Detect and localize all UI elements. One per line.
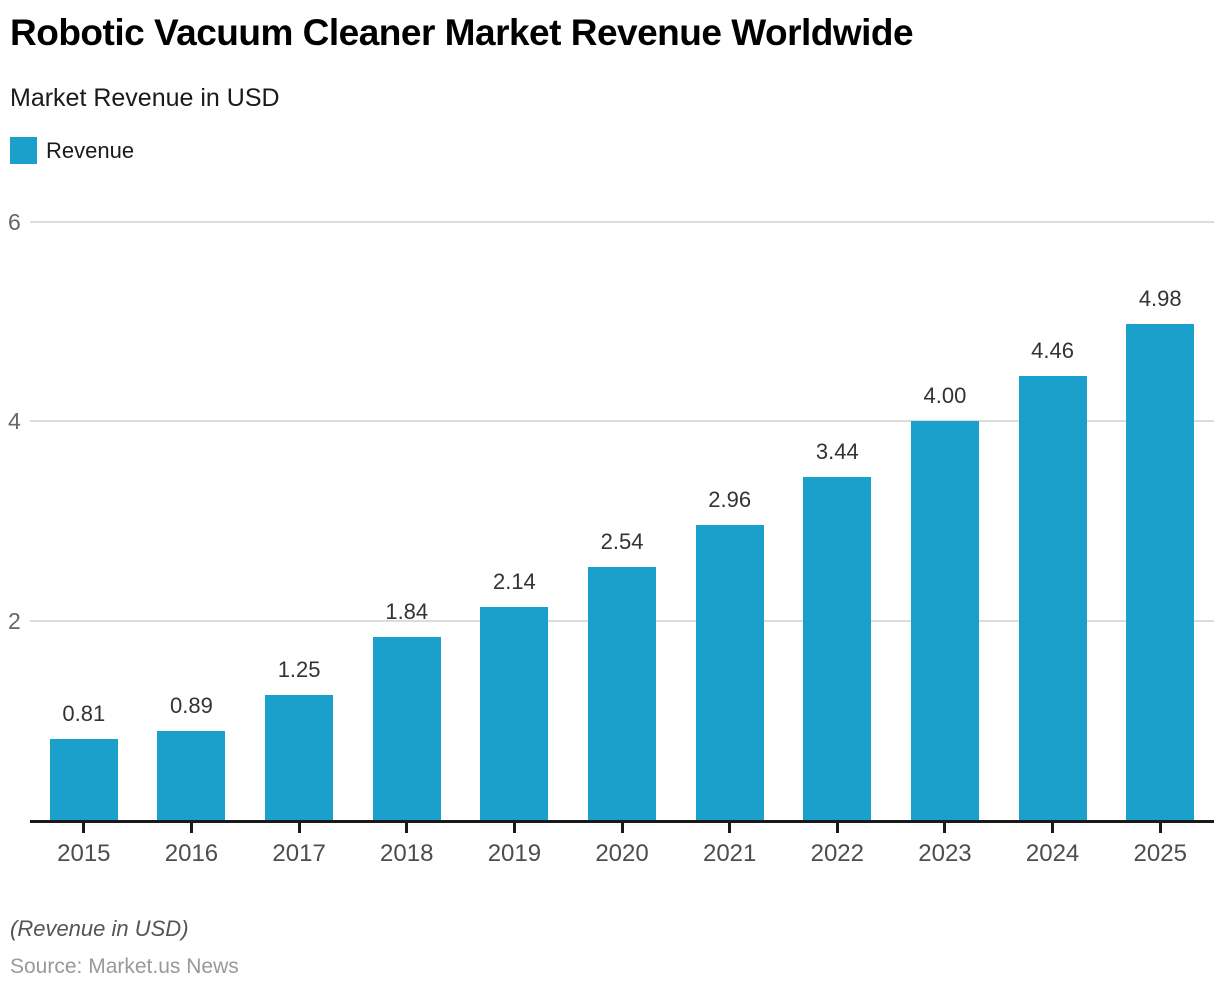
x-axis: 2015 2016 2017 2018 2019 2020 2021 2022 2023 2024…	[30, 823, 1214, 868]
x-axis-slot: 2015	[30, 823, 138, 868]
x-axis-slot: 2018	[353, 823, 461, 868]
y-axis-labels: 2 4 6	[8, 209, 28, 820]
chart-title: Robotic Vacuum Cleaner Market Revenue Wo…	[10, 12, 914, 53]
source-credit: Source: Market.us News	[10, 955, 239, 978]
x-axis-label: 2016	[164, 840, 219, 867]
bar	[372, 636, 441, 820]
x-axis-tick	[189, 823, 193, 833]
x-axis-label: 2025	[1133, 840, 1187, 867]
bar	[910, 421, 979, 820]
y-axis-tick-label: 6	[8, 209, 21, 235]
bar-value-label: 2.96	[708, 487, 752, 512]
bar	[49, 739, 118, 820]
x-axis-tick	[1051, 823, 1055, 833]
x-axis-label: 2020	[595, 840, 649, 867]
legend-swatch	[10, 137, 37, 164]
bar-value-label: 1.25	[277, 657, 321, 683]
x-axis-tick	[620, 823, 624, 833]
gridline	[30, 420, 1214, 423]
gridline	[30, 221, 1214, 223]
x-axis-tick	[512, 823, 516, 833]
bar	[480, 606, 549, 820]
x-axis-label: 2018	[380, 840, 434, 867]
x-axis-label: 2019	[487, 840, 542, 867]
x-axis-tick	[405, 823, 409, 833]
bar-slot: 1.84	[353, 222, 461, 820]
unit-note: (Revenue in USD)	[10, 916, 189, 941]
bar-slot: 2.96	[676, 222, 784, 820]
bar-slot: 0.81	[30, 222, 138, 820]
x-axis-slot: 2017	[245, 823, 353, 868]
legend-label: Revenue	[46, 137, 135, 163]
x-axis-tick	[1158, 823, 1162, 833]
x-axis-label: 2023	[918, 840, 972, 867]
bar-value-label: 2.14	[492, 568, 536, 594]
x-axis-slot: 2025	[1106, 823, 1214, 868]
bar-value-label: 2.54	[600, 528, 644, 554]
x-axis-slot: 2023	[891, 823, 999, 868]
x-axis-slot: 2016	[138, 823, 246, 868]
plot-area: 0.81 0.89 1.25 1.84 2.14 2.54 2.96 3.44 4.00 4.46…	[30, 221, 1214, 823]
x-axis-slot: 2019	[461, 823, 569, 868]
y-axis-tick-label: 4	[8, 408, 21, 435]
bar-value-label: 3.44	[815, 439, 859, 465]
bar	[1018, 375, 1087, 820]
bar	[265, 695, 334, 820]
x-axis-label: 2015	[57, 840, 111, 867]
bar-slot: 4.46	[999, 222, 1107, 820]
bar-slot: 4.98	[1106, 222, 1214, 820]
bar-slot: 4.00	[891, 222, 999, 820]
x-axis-slot: 2022	[783, 823, 891, 868]
bar	[695, 525, 764, 820]
bar-value-label: 1.84	[385, 598, 429, 624]
x-axis-label: 2017	[272, 840, 326, 867]
bar	[1126, 323, 1195, 820]
chart-subtitle: Market Revenue in USD	[10, 84, 280, 112]
y-axis-tick-label: 2	[8, 607, 21, 634]
x-axis-tick	[835, 823, 839, 833]
x-axis-label: 2021	[702, 840, 757, 867]
bar-value-label: 4.46	[1031, 337, 1074, 363]
x-axis-label: 2024	[1025, 840, 1080, 867]
bar-slot: 2.14	[461, 222, 569, 820]
bar-slot: 0.89	[138, 222, 246, 820]
x-axis-tick	[82, 823, 86, 833]
bar-slot: 2.54	[568, 222, 676, 820]
x-axis-tick	[943, 823, 947, 833]
x-axis-slot: 2021	[676, 823, 784, 868]
bar-value-label: 4.00	[923, 383, 967, 409]
x-axis-tick	[728, 823, 732, 833]
bar	[157, 731, 226, 820]
bar	[803, 477, 872, 820]
bar	[588, 566, 657, 820]
bar-value-label: 4.98	[1138, 285, 1182, 311]
x-axis-slot: 2020	[568, 823, 676, 868]
bar-slot: 3.44	[783, 222, 891, 820]
bar-value-label: 0.81	[62, 701, 106, 727]
bar-value-label: 0.89	[170, 693, 213, 719]
x-axis-tick	[297, 823, 301, 833]
x-axis-slot: 2024	[999, 823, 1107, 868]
x-axis-label: 2022	[810, 840, 864, 867]
bar-slot: 1.25	[245, 222, 353, 820]
bars-layer: 0.81 0.89 1.25 1.84 2.14 2.54 2.96 3.44 4.00 4.46…	[30, 222, 1214, 820]
legend: Revenue	[10, 137, 134, 164]
